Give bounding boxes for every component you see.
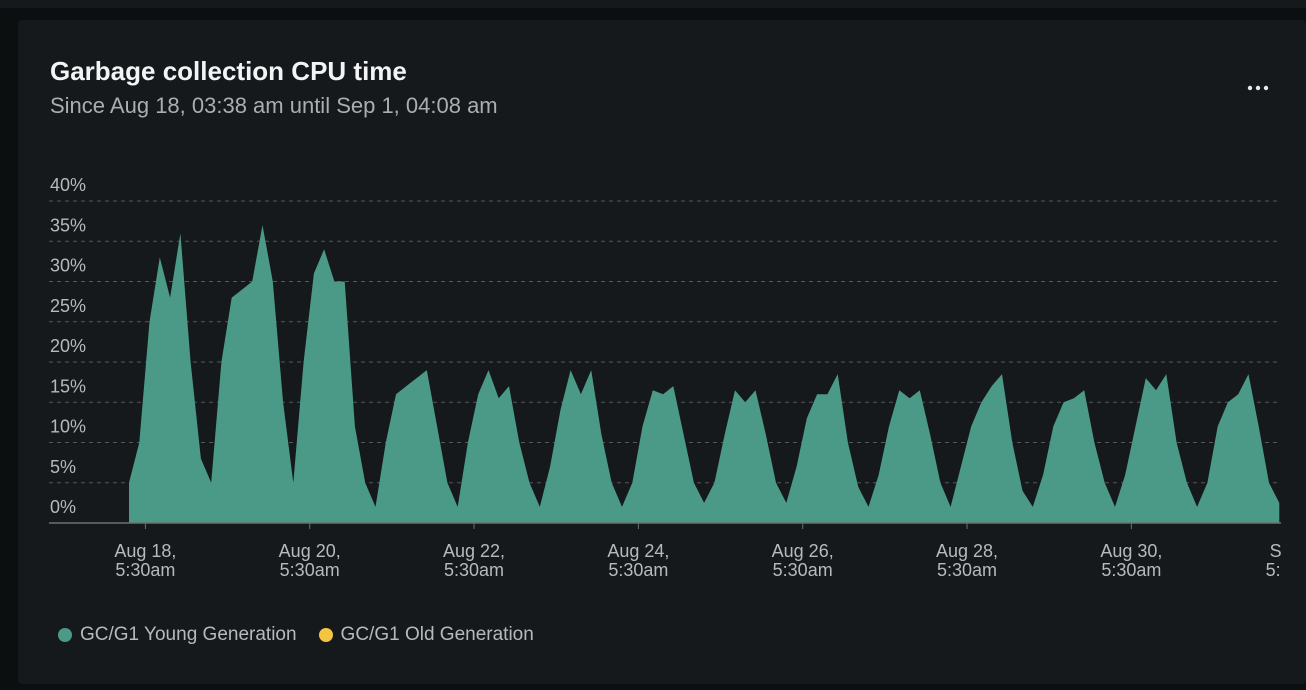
x-axis-labels: Aug 18, 5:30am Aug 20, 5:30am Aug 22, 5:30… xyxy=(0,538,1281,588)
area xyxy=(129,225,1280,523)
x-tick-label: Sep 1, 5:30am xyxy=(1265,541,1281,580)
y-tick-label: 40% xyxy=(50,175,86,195)
x-tick-label: Aug 20, 5:30am xyxy=(278,541,341,580)
y-tick-label: 15% xyxy=(50,376,86,396)
y-tick-label: 0% xyxy=(50,497,76,517)
legend-label: GC/G1 Young Generation xyxy=(80,624,297,645)
y-tick-label: 25% xyxy=(50,296,86,316)
x-tick-label: Aug 28, 5:30am xyxy=(935,541,999,580)
legend-item[interactable]: GC/G1 Young Generation xyxy=(58,624,297,646)
menu-dot xyxy=(1263,85,1269,91)
y-tick-label: 20% xyxy=(50,336,86,356)
legend-swatch xyxy=(58,628,72,642)
top-bar xyxy=(0,0,1306,8)
menu-dot xyxy=(1255,85,1261,91)
x-tick-label: Aug 18, 5:30am xyxy=(114,541,177,580)
y-tick-label: 10% xyxy=(50,417,86,437)
more-menu[interactable] xyxy=(1247,85,1269,91)
y-tick-label: 5% xyxy=(50,457,76,477)
legend-item[interactable]: GC/G1 Old Generation xyxy=(318,624,534,646)
x-tick-label: Aug 26, 5:30am xyxy=(771,541,834,580)
legend-swatch xyxy=(318,628,333,642)
x-tick-label: Aug 30, 5:30am xyxy=(1100,541,1163,580)
legend-label: GC/G1 Old Generation xyxy=(340,624,534,645)
menu-dot xyxy=(1247,85,1253,91)
y-tick-label: 30% xyxy=(50,256,86,276)
y-tick-label: 35% xyxy=(50,215,86,235)
x-tick-label: Aug 22, 5:30am xyxy=(443,541,506,580)
legend: GC/G1 Young Generation GC/G1 Old Generati… xyxy=(58,624,534,646)
chart-title: Garbage collection CPU time xyxy=(50,56,407,86)
chart-subtitle: Since Aug 18, 03:38 am until Sep 1, 04:0… xyxy=(50,93,498,118)
x-tick-label: Aug 24, 5:30am xyxy=(607,541,670,580)
